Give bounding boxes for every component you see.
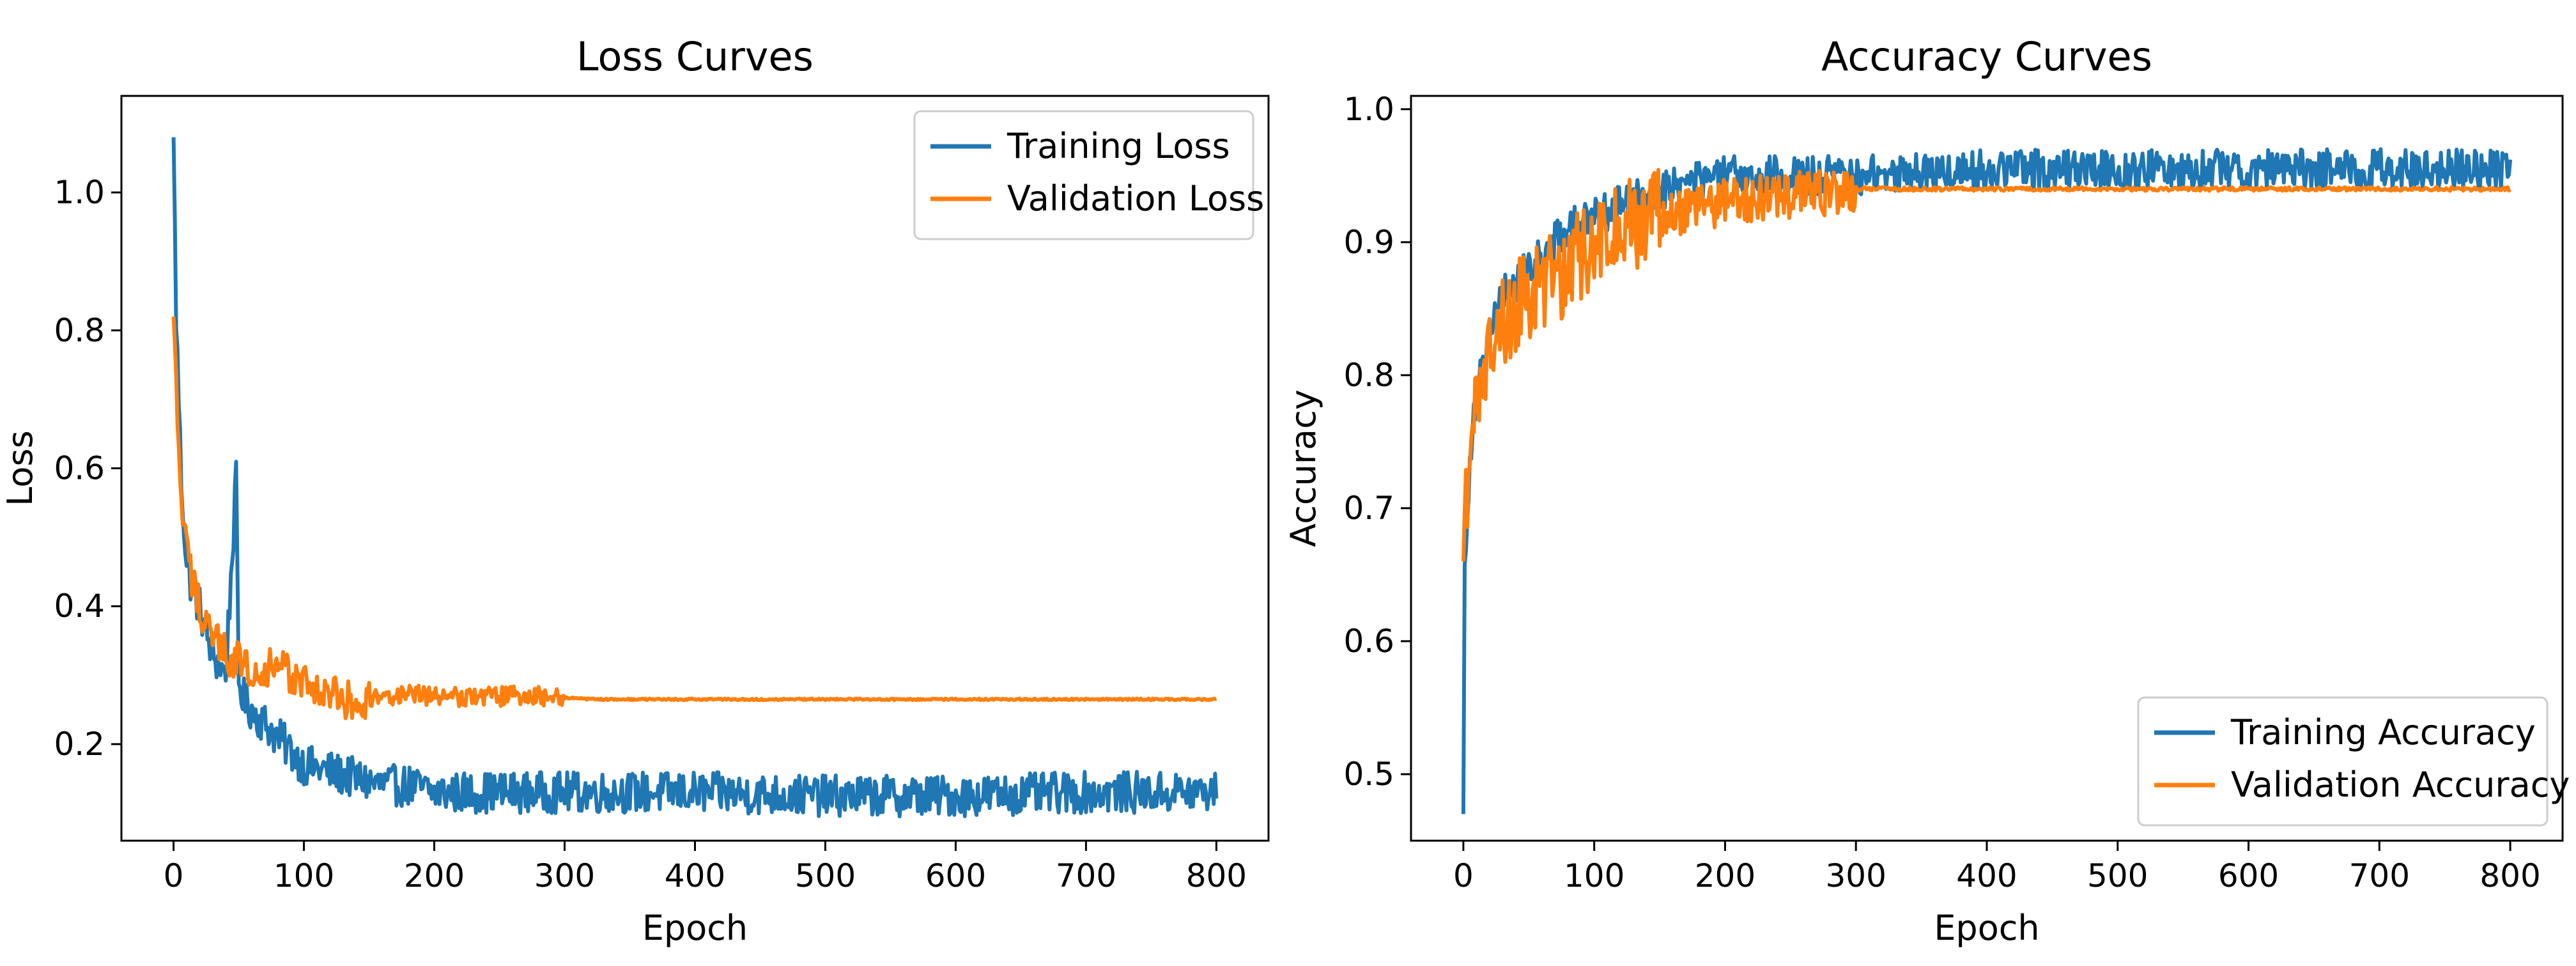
x-tick-label: 100 (274, 857, 334, 894)
series-line-training-loss (171, 137, 1219, 818)
y-tick-label: 0.4 (54, 588, 105, 625)
x-tick-label: 600 (2218, 857, 2279, 894)
legend: Training Accuracy Validation Accuracy (2137, 696, 2570, 827)
chart-1: 0 100 200 300 400 500 600 700 800 0.2 0.4 0.6 0.8 1.0… (0, 33, 1270, 948)
legend-label: Validation Accuracy (2231, 765, 2570, 805)
y-tick-label: 0.8 (54, 312, 105, 349)
x-tick-label: 600 (925, 857, 986, 894)
legend-box (2137, 696, 2549, 827)
y-tick-label: 1.0 (1343, 91, 1394, 128)
x-tick-label: 500 (795, 857, 856, 894)
x-tick-label: 300 (534, 857, 595, 894)
x-tick-label: 0 (164, 857, 184, 894)
x-tick-label: 400 (1956, 857, 2017, 894)
y-tick-label: 0.2 (54, 726, 105, 763)
legend: Training Loss Validation Loss (913, 110, 1264, 240)
x-tick-label: 300 (1826, 857, 1886, 894)
chart-title: Loss Curves (576, 33, 814, 80)
y-tick-label: 0.6 (54, 450, 105, 487)
y-tick-label: 1.0 (54, 174, 105, 211)
y-tick-label: 0.5 (1343, 756, 1394, 793)
x-axis-label: Epoch (1934, 908, 2039, 948)
x-tick-label: 200 (1695, 857, 1755, 894)
y-tick-label: 0.7 (1343, 490, 1394, 527)
x-tick-label: 800 (2480, 857, 2540, 894)
legend-label: Training Loss (1006, 126, 1230, 166)
x-tick-label: 700 (2349, 857, 2410, 894)
x-axis-label: Epoch (642, 908, 748, 948)
chart-2: 0 100 200 300 400 500 600 700 800 0.5 0.6 0.7 0.8 0.9… (1283, 33, 2570, 948)
series-line-validation-loss (171, 316, 1217, 721)
y-tick-label: 0.9 (1343, 224, 1394, 261)
x-tick-label: 100 (1564, 857, 1624, 894)
chart-title: Accuracy Curves (1821, 33, 2152, 80)
y-tick-label: 0.8 (1343, 357, 1394, 394)
series-line-training-accuracy (1461, 147, 2513, 814)
x-tick-label: 700 (1056, 857, 1116, 894)
y-axis-label: Accuracy (1283, 389, 1323, 547)
x-tick-label: 200 (404, 857, 465, 894)
legend-label: Validation Loss (1007, 178, 1264, 219)
legend-label: Training Accuracy (2230, 712, 2536, 752)
x-tick-label: 800 (1186, 857, 1247, 894)
x-tick-label: 400 (665, 857, 725, 894)
y-tick-label: 0.6 (1343, 623, 1394, 660)
x-tick-label: 0 (1453, 857, 1474, 894)
x-tick-label: 500 (2087, 857, 2148, 894)
legend-box (913, 110, 1254, 240)
series-line-validation-accuracy (1461, 167, 2511, 562)
y-axis-label: Loss (0, 430, 40, 506)
